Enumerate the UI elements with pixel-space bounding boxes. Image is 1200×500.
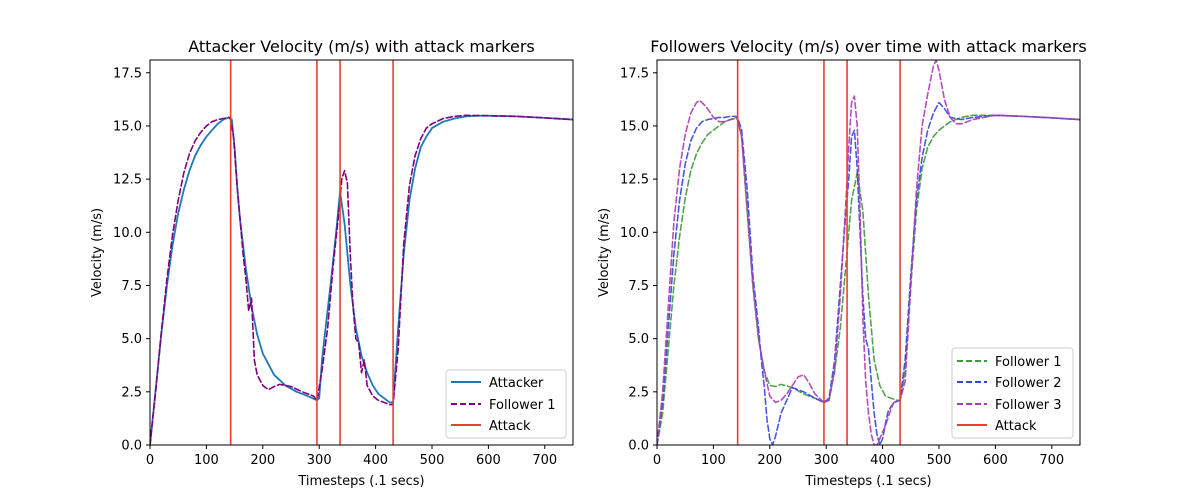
x-tick-label: 100 bbox=[701, 453, 726, 468]
y-tick-label: 17.5 bbox=[113, 66, 142, 81]
x-axis-label: Timesteps (.1 secs) bbox=[297, 474, 424, 489]
x-axis-label: Timesteps (.1 secs) bbox=[804, 474, 931, 489]
chart-followers-velocity: Followers Velocity (m/s) over time with … bbox=[597, 37, 1087, 489]
x-tick-label: 0 bbox=[146, 453, 154, 468]
x-tick-label: 300 bbox=[307, 453, 332, 468]
y-tick-label: 7.5 bbox=[628, 279, 649, 294]
chart-title: Followers Velocity (m/s) over time with … bbox=[650, 37, 1087, 56]
legend-box bbox=[445, 369, 567, 439]
legend-label: Follower 2 bbox=[995, 376, 1062, 391]
legend-entry-attack: Attack bbox=[957, 419, 1037, 434]
series-line-follower-3 bbox=[657, 60, 1080, 445]
x-tick-label: 700 bbox=[1039, 453, 1064, 468]
x-tick-label: 400 bbox=[363, 453, 388, 468]
y-axis-ticks: 0.0 2.5 5.0 7.5 10.0 12.5 15.0 17.5 bbox=[620, 66, 657, 454]
y-axis-ticks: 0.0 2.5 5.0 7.5 10.0 12.5 15.0 17.5 bbox=[113, 66, 150, 454]
x-tick-label: 0 bbox=[653, 453, 661, 468]
legend-label: Follower 3 bbox=[995, 398, 1062, 413]
series-line-attacker bbox=[150, 114, 573, 445]
series-group bbox=[150, 114, 573, 445]
y-tick-label: 10.0 bbox=[620, 226, 649, 241]
legend-entry-attacker: Attacker bbox=[451, 376, 544, 391]
x-tick-label: 600 bbox=[476, 453, 501, 468]
plot-frame bbox=[149, 59, 574, 446]
y-axis-label: Velocity (m/s) bbox=[90, 208, 105, 297]
chart-title: Attacker Velocity (m/s) with attack mark… bbox=[188, 37, 535, 56]
legend-box bbox=[951, 347, 1074, 439]
plot-clip bbox=[150, 60, 573, 445]
y-tick-label: 5.0 bbox=[121, 332, 142, 347]
y-tick-label: 5.0 bbox=[628, 332, 649, 347]
series-line-follower-1 bbox=[150, 114, 573, 445]
series-group bbox=[657, 60, 1080, 445]
x-tick-label: 400 bbox=[870, 453, 895, 468]
legend-label: Attack bbox=[489, 419, 531, 434]
plot-frame bbox=[656, 59, 1081, 446]
x-tick-label: 700 bbox=[532, 453, 557, 468]
x-tick-label: 500 bbox=[420, 453, 445, 468]
x-tick-label: 500 bbox=[927, 453, 952, 468]
y-tick-label: 0.0 bbox=[628, 439, 649, 454]
chart-attacker-velocity: Attacker Velocity (m/s) with attack mark… bbox=[90, 37, 574, 489]
legend-entry-follower-1: Follower 1 bbox=[957, 355, 1062, 370]
y-tick-label: 2.5 bbox=[121, 385, 142, 400]
plot-area bbox=[149, 59, 574, 446]
y-tick-label: 2.5 bbox=[628, 385, 649, 400]
legend-label: Attacker bbox=[489, 376, 544, 391]
y-tick-label: 12.5 bbox=[620, 173, 649, 188]
legend-entry-follower-1: Follower 1 bbox=[451, 398, 556, 413]
x-tick-label: 200 bbox=[757, 453, 782, 468]
plot-area bbox=[656, 59, 1081, 446]
legend-label: Follower 1 bbox=[489, 398, 556, 413]
attack-marker-group bbox=[229, 60, 394, 445]
legend-entry-follower-2: Follower 2 bbox=[957, 376, 1062, 391]
x-axis-ticks: 0 100 200 300 400 500 600 700 bbox=[653, 445, 1064, 468]
x-tick-label: 200 bbox=[250, 453, 275, 468]
legend: Attacker Follower 1 Attack bbox=[445, 369, 567, 439]
legend-label: Follower 1 bbox=[995, 355, 1062, 370]
legend-entry-attack: Attack bbox=[451, 419, 531, 434]
x-tick-label: 100 bbox=[194, 453, 219, 468]
legend: Follower 1 Follower 2 Follower 3 Attack bbox=[951, 347, 1074, 439]
legend-entry-follower-3: Follower 3 bbox=[957, 398, 1062, 413]
y-axis-label: Velocity (m/s) bbox=[597, 208, 612, 297]
y-tick-label: 17.5 bbox=[620, 66, 649, 81]
y-tick-label: 12.5 bbox=[113, 173, 142, 188]
y-tick-label: 15.0 bbox=[620, 119, 649, 134]
legend-label: Attack bbox=[995, 419, 1037, 434]
y-tick-label: 7.5 bbox=[121, 279, 142, 294]
plot-clip bbox=[657, 60, 1080, 445]
y-tick-label: 10.0 bbox=[113, 226, 142, 241]
y-tick-label: 0.0 bbox=[121, 439, 142, 454]
x-tick-label: 300 bbox=[814, 453, 839, 468]
x-tick-label: 600 bbox=[983, 453, 1008, 468]
y-tick-label: 15.0 bbox=[113, 119, 142, 134]
x-axis-ticks: 0 100 200 300 400 500 600 700 bbox=[146, 445, 557, 468]
attack-marker-group bbox=[736, 60, 901, 445]
